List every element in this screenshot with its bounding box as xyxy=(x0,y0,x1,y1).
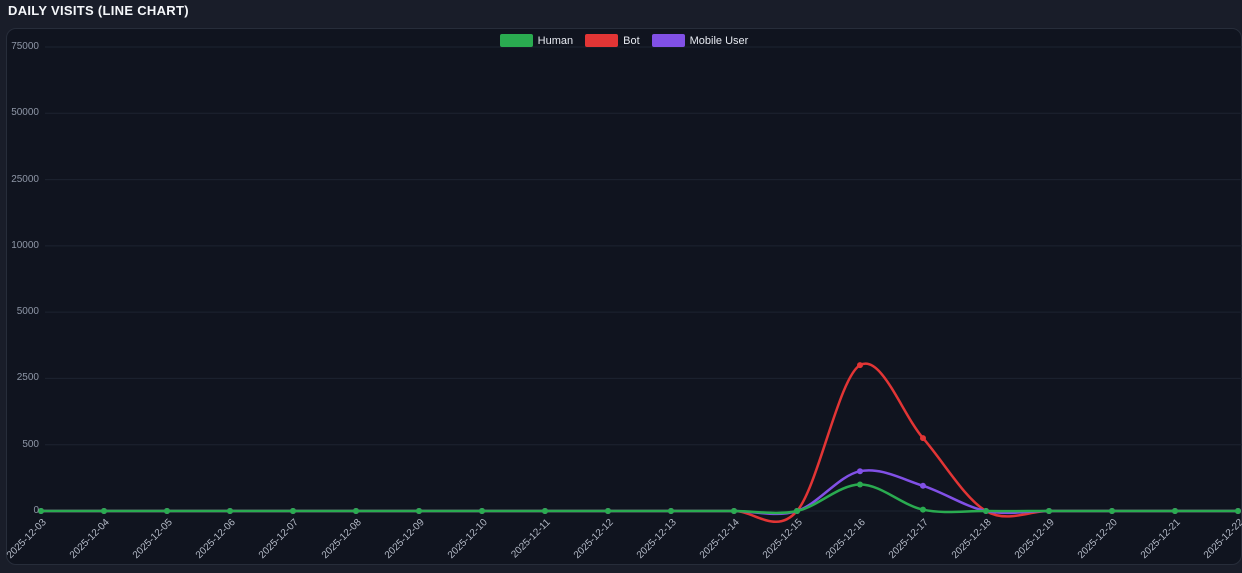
data-point-human[interactable] xyxy=(605,508,611,514)
legend-item-mobile-user[interactable]: Mobile User xyxy=(651,34,749,47)
data-point-human[interactable] xyxy=(101,508,107,514)
page-title: DAILY VISITS (LINE CHART) xyxy=(8,3,189,18)
legend-item-human[interactable]: Human xyxy=(499,34,574,47)
legend-item-bot[interactable]: Bot xyxy=(585,34,640,47)
data-point-human[interactable] xyxy=(227,508,233,514)
data-point-human[interactable] xyxy=(668,508,674,514)
series-line-human[interactable] xyxy=(39,483,1240,515)
data-point-human[interactable] xyxy=(731,508,737,514)
chart-panel: 0 500 2500 5000 10000 25000 50000 75000 2025-12… xyxy=(5,28,1242,565)
data-point-bot[interactable] xyxy=(920,435,926,442)
human-series-swatch xyxy=(499,34,533,47)
series-line-mobile-user[interactable] xyxy=(39,469,1240,516)
y-tick-label: 25000 xyxy=(11,173,39,185)
data-point-human[interactable] xyxy=(1109,508,1115,514)
y-tick-label: 0 xyxy=(33,505,39,516)
data-point-human[interactable] xyxy=(1172,508,1178,514)
data-point-human[interactable] xyxy=(479,508,485,514)
legend-label: Mobile User xyxy=(689,34,749,47)
y-tick-label: 500 xyxy=(22,438,39,450)
y-tick-label: 2500 xyxy=(16,372,39,384)
data-point-human[interactable] xyxy=(38,508,44,514)
data-point-human[interactable] xyxy=(542,508,548,514)
data-point-human[interactable] xyxy=(290,508,296,514)
data-point-human[interactable] xyxy=(794,508,800,514)
data-point-human[interactable] xyxy=(1235,508,1241,514)
legend-label: Bot xyxy=(623,34,640,47)
y-tick-label: 75000 xyxy=(11,41,39,52)
data-point-human[interactable] xyxy=(1046,508,1052,514)
data-point-human[interactable] xyxy=(353,508,359,514)
data-point-mobile-user[interactable] xyxy=(857,468,863,475)
data-point-human[interactable] xyxy=(416,508,422,514)
series-line-bot[interactable] xyxy=(39,362,1240,523)
data-point-bot[interactable] xyxy=(857,362,863,369)
y-tick-label: 10000 xyxy=(11,239,39,251)
data-point-mobile-user[interactable] xyxy=(920,482,926,489)
line-chart-canvas[interactable] xyxy=(7,29,1242,564)
data-point-human[interactable] xyxy=(983,508,989,514)
bot-series-swatch xyxy=(585,34,619,47)
y-tick-label: 5000 xyxy=(16,306,39,318)
data-point-human[interactable] xyxy=(920,506,926,513)
data-point-human[interactable] xyxy=(164,508,170,514)
chart-legend: Human Bot Mobile User xyxy=(7,34,1241,47)
mobile-user-series-swatch xyxy=(651,34,685,47)
legend-label: Human xyxy=(537,34,574,47)
data-point-human[interactable] xyxy=(857,481,863,488)
y-tick-label: 50000 xyxy=(11,107,39,119)
